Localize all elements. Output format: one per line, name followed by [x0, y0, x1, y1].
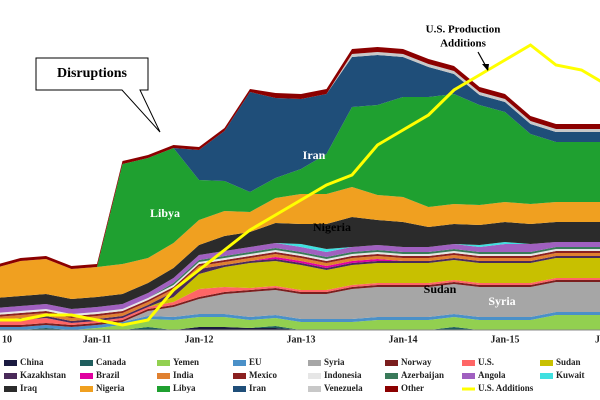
area: [0, 326, 600, 330]
legend-swatch: [4, 373, 17, 379]
legend-label: Nigeria: [96, 383, 125, 393]
legend-label: Iraq: [20, 383, 37, 393]
area: [0, 55, 600, 269]
annotation: Sudan: [424, 282, 457, 296]
legend-swatch: [308, 360, 321, 366]
legend-swatch: [157, 373, 170, 379]
x-tick-label: J: [595, 334, 600, 345]
area: [0, 278, 600, 325]
legend-label: Syria: [324, 357, 345, 367]
legend-swatch: [308, 386, 321, 392]
legend-swatch: [233, 386, 246, 392]
x-tick-label: Jan-11: [83, 334, 111, 345]
x-tick-label: Jan-12: [185, 334, 214, 345]
legend-swatch: [385, 373, 398, 379]
legend-label: Norway: [401, 357, 432, 367]
legend-swatch: [233, 360, 246, 366]
labels: 10 Jan-11 Jan-12 Jan-13 Jan-14 Jan-15 J Disrupt…: [2, 24, 600, 394]
legend-label: Yemen: [173, 357, 199, 367]
legend-swatch: [157, 360, 170, 366]
annotation: Nigeria: [313, 220, 351, 234]
legend-swatch: [4, 386, 17, 392]
legend-label: Mexico: [249, 370, 277, 380]
annotation: Disruptions: [57, 66, 128, 81]
legend-swatch: [157, 386, 170, 392]
plot-area: [0, 43, 600, 330]
annotation: U.S. Production: [426, 24, 501, 36]
legend-swatch: [80, 386, 93, 392]
legend-label: Kuwait: [556, 370, 585, 380]
legend-swatch: [540, 373, 553, 379]
annotation: Libya: [150, 206, 180, 220]
legend-swatch: [385, 360, 398, 366]
legend-label: U.S.: [478, 357, 494, 367]
legend-label: Libya: [173, 383, 196, 393]
legend-label: Iran: [249, 383, 266, 393]
annotation: Syria: [488, 294, 515, 308]
legend-swatch: [385, 386, 398, 392]
x-tick-label: 10: [2, 334, 12, 345]
annotation: Iran: [303, 148, 326, 162]
legend-label: Other: [401, 383, 424, 393]
x-tick-label: Jan-15: [491, 334, 520, 345]
legend-swatch: [80, 360, 93, 366]
legend-swatch: [462, 360, 475, 366]
legend-swatch: [4, 360, 17, 366]
area: [0, 217, 600, 309]
annotation: Additions: [440, 38, 487, 50]
legend-label: EU: [249, 357, 262, 367]
arrow-head: [482, 64, 489, 71]
legend-label: Venezuela: [324, 383, 363, 393]
legend-swatch: [308, 373, 321, 379]
legend-label: Canada: [96, 357, 127, 367]
legend-swatch: [540, 360, 553, 366]
line: [0, 43, 600, 327]
legend-label: Azerbaijan: [401, 370, 444, 380]
area: [0, 242, 600, 314]
callout-box: [35, 57, 161, 133]
legend-label: Brazil: [96, 370, 120, 380]
legend-swatch: [462, 373, 475, 379]
x-tick-label: Jan-13: [287, 334, 316, 345]
area: [0, 280, 600, 327]
legend-label: Kazakhstan: [20, 370, 66, 380]
legend-label: Sudan: [556, 357, 581, 367]
legend-label: China: [20, 357, 44, 367]
area: [0, 258, 600, 323]
legend-swatch: [233, 373, 246, 379]
area: [0, 315, 600, 330]
area: [0, 94, 600, 269]
legend-label: Indonesia: [324, 370, 362, 380]
legend-swatch: [80, 373, 93, 379]
legend-label: Angola: [478, 370, 506, 380]
x-tick-label: Jan-14: [389, 334, 418, 345]
legend-label: U.S. Additions: [478, 383, 534, 393]
area: [0, 187, 600, 299]
legend-label: India: [173, 370, 194, 380]
